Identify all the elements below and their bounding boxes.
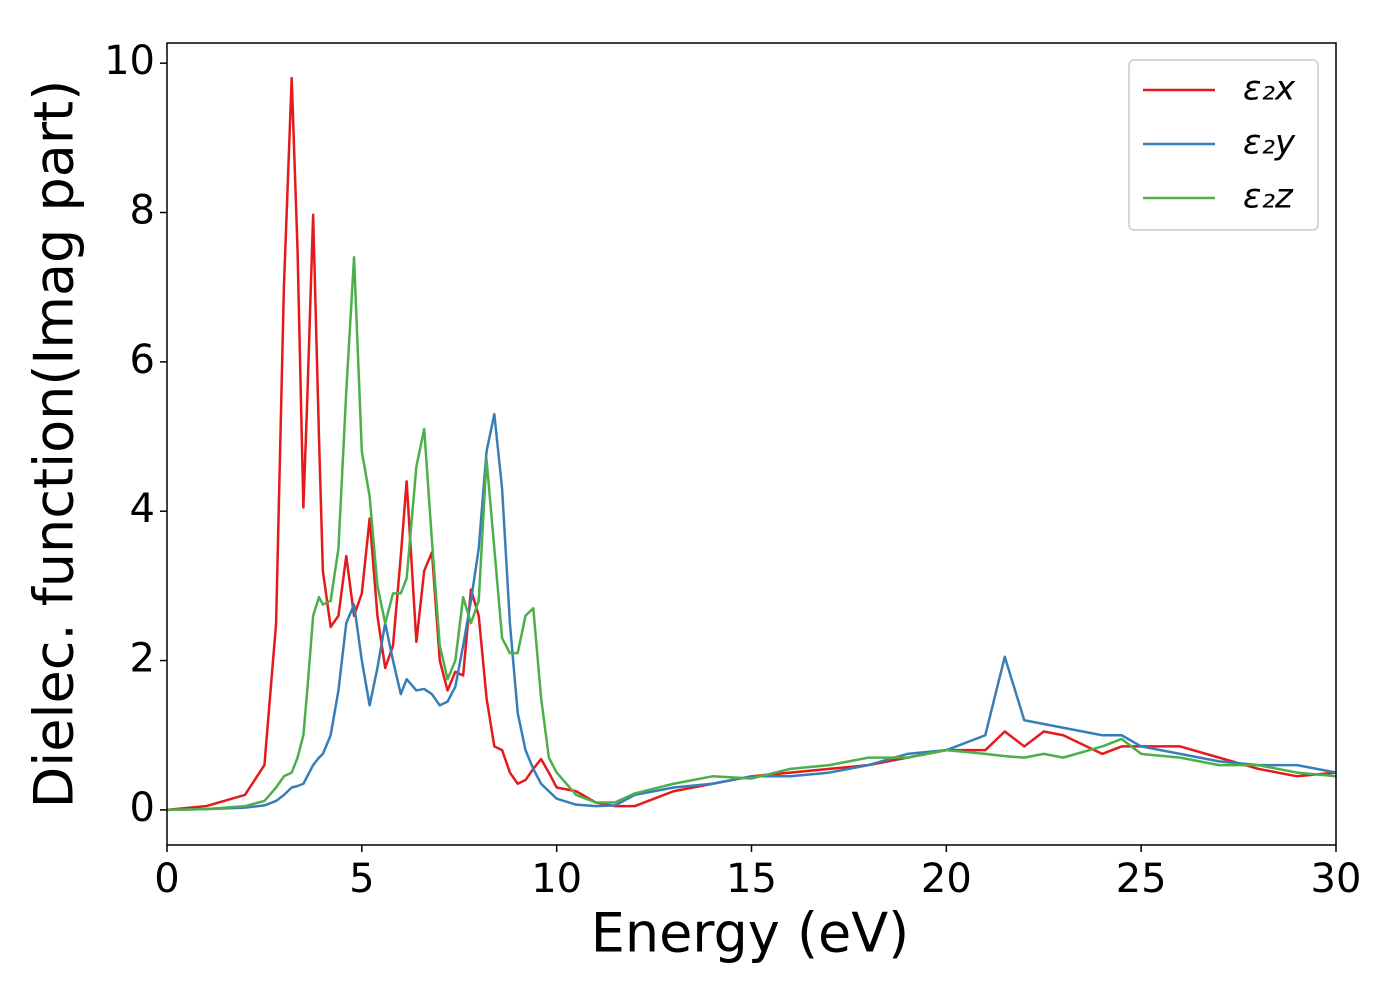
x-tick-label: 30 xyxy=(1311,856,1362,902)
y-tick-label: 10 xyxy=(104,38,155,84)
y-tick-label: 0 xyxy=(130,785,155,831)
x-tick-label: 25 xyxy=(1116,856,1167,902)
legend-label: ε₂x xyxy=(1243,69,1296,109)
line-series xyxy=(167,76,1336,812)
line-series xyxy=(167,412,1336,812)
legend-label: ε₂z xyxy=(1243,177,1294,217)
x-tick-label: 15 xyxy=(726,856,777,902)
legend-box xyxy=(1128,59,1319,231)
y-tick-label: 4 xyxy=(130,486,155,532)
x-tick-label: 20 xyxy=(921,856,972,902)
y-axis-label: Dielec. function(Imag part) xyxy=(23,80,86,809)
x-axis-label: Energy (eV) xyxy=(591,902,910,965)
line-series xyxy=(167,256,1336,812)
plot-frame xyxy=(166,42,1337,846)
y-tick-label: 6 xyxy=(130,337,155,383)
x-tick-label: 0 xyxy=(154,856,179,902)
y-tick-label: 2 xyxy=(130,636,155,682)
legend-label: ε₂y xyxy=(1243,123,1296,163)
x-tick-label: 5 xyxy=(349,856,374,902)
y-tick-label: 8 xyxy=(130,188,155,234)
x-tick-label: 10 xyxy=(531,856,582,902)
